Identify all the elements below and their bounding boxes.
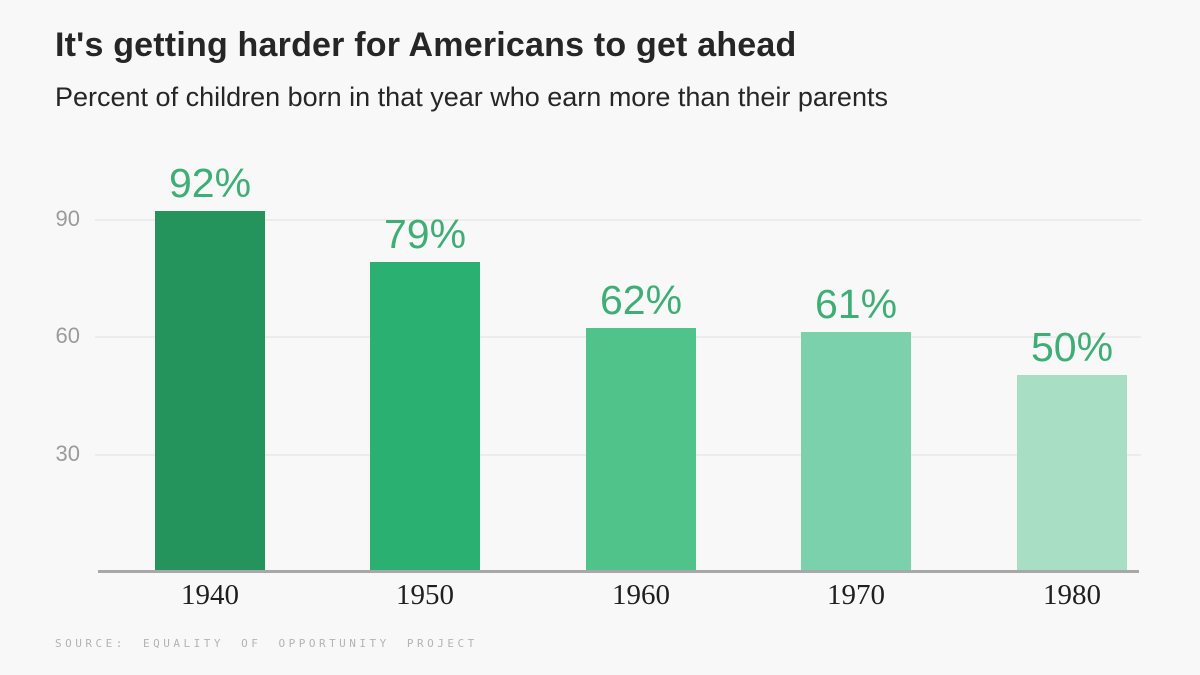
bar-value-label: 61%: [814, 281, 898, 327]
source-attribution: SOURCE: EQUALITY OF OPPORTUNITY PROJECT: [55, 637, 478, 650]
x-axis-label-1940: 1940: [181, 579, 239, 611]
x-axis-label-1980: 1980: [1043, 579, 1101, 611]
gridline-90: [95, 219, 1141, 221]
bar-group-1960: 62% 1960: [586, 140, 696, 610]
bar-group-1950: 79% 1950: [370, 140, 480, 610]
chart-title: It's getting harder for Americans to get…: [55, 26, 797, 64]
bar-value-label: 62%: [599, 277, 683, 323]
x-axis-label-1960: 1960: [612, 579, 670, 611]
bar-value-label: 50%: [1030, 324, 1114, 370]
y-axis-tick-30: 30: [55, 441, 80, 466]
bar-group-1970: 61% 1970: [801, 140, 911, 610]
y-axis-tick-60: 60: [55, 323, 80, 348]
bar-1960: [586, 328, 696, 570]
bar-value-label: 92%: [168, 160, 252, 206]
x-axis-label-1950: 1950: [396, 579, 454, 611]
chart-subtitle: Percent of children born in that year wh…: [55, 82, 888, 112]
bar-group-1980: 50% 1980: [1017, 140, 1127, 610]
bar-1950: [370, 262, 480, 570]
x-axis-label-1970: 1970: [827, 579, 885, 611]
bar-1970: [801, 332, 911, 570]
y-axis-tick-90: 90: [55, 206, 80, 231]
bar-group-1940: 92% 1940: [155, 140, 265, 610]
bar-value-label: 79%: [383, 211, 467, 257]
bar-1980: [1017, 375, 1127, 570]
bar-1940: [155, 211, 265, 570]
x-axis-line: [98, 570, 1139, 573]
